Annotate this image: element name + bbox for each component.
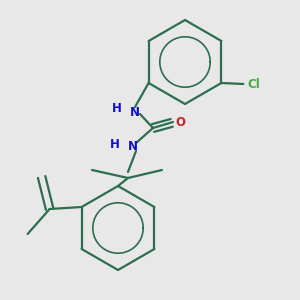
- Text: N: N: [128, 140, 138, 154]
- Text: H: H: [110, 139, 120, 152]
- Text: N: N: [130, 106, 140, 118]
- Text: O: O: [175, 116, 185, 128]
- Text: H: H: [112, 103, 122, 116]
- Text: Cl: Cl: [248, 77, 260, 91]
